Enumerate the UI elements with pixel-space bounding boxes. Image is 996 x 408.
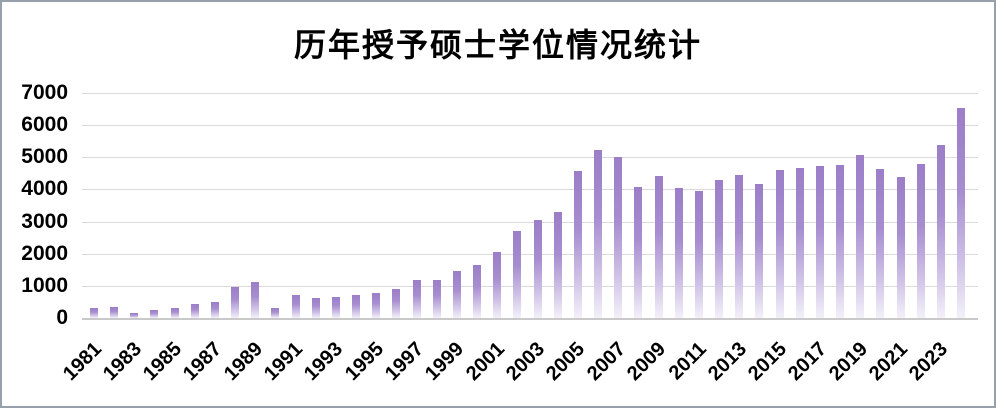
bar [795,168,804,318]
bar [452,271,461,318]
gridline [82,253,978,255]
bar [573,171,582,318]
bar [271,307,280,318]
x-tick-label: 1993 [300,338,348,386]
bar [553,212,562,318]
bar [775,170,784,318]
bar [412,280,421,318]
bar [311,298,320,318]
bar [694,191,703,318]
x-tick-label: 2011 [664,338,711,385]
x-tick-label: 2023 [905,338,953,386]
bar [634,186,643,318]
bar [291,294,300,318]
chart-title: 历年授予硕士学位情况统计 [293,27,702,63]
bar [231,286,240,318]
x-tick-label: 1999 [421,338,469,386]
bar [473,265,482,318]
bar [210,301,219,318]
bar [715,179,724,318]
bar [110,307,119,318]
y-tick-label: 0 [56,306,68,329]
bar [896,177,905,318]
bar [432,280,441,318]
bar [331,297,340,318]
y-axis: 0 1000 2000 3000 4000 5000 6000 7000 [2,2,82,406]
x-tick-label: 2015 [744,338,792,386]
gridline [82,157,978,159]
x-axis: 1981 1983 1985 1987 1989 1991 1993 1995 1997 1999… [2,318,994,406]
gridline [82,93,978,94]
x-tick-label: 2003 [502,338,550,386]
bar [674,187,683,318]
y-tick-label: 5000 [21,145,68,169]
x-tick-label: 1987 [179,338,227,386]
x-tick-label: 2019 [824,338,872,386]
bar [150,309,159,318]
bar [190,303,199,318]
y-tick-label: 7000 [21,81,68,104]
bar [372,292,381,318]
gridline [82,221,978,223]
bar [815,165,824,318]
x-tick-label: 2007 [582,338,630,386]
bar [533,219,542,318]
bar [493,252,502,318]
bar [513,231,522,318]
x-tick-label: 2001 [461,338,509,386]
x-tick-label: 1985 [139,338,187,386]
bar [594,149,603,318]
y-tick-label: 6000 [21,113,68,137]
bar [614,157,623,318]
x-tick-label: 2021 [865,338,913,386]
y-tick-label: 4000 [21,177,68,201]
bar [90,308,98,318]
y-tick-label: 1000 [21,273,68,297]
bar [836,164,845,318]
bar [936,144,945,318]
x-tick-label: 1989 [219,338,267,386]
bar [130,312,139,318]
bar [352,294,361,318]
plot-area [82,93,978,320]
x-tick-label: 1995 [340,338,388,386]
bar [392,289,401,318]
x-tick-label: 2017 [784,338,832,386]
x-tick-label: 2013 [703,338,751,386]
bar [735,175,744,318]
gridline [82,189,978,191]
gridline [82,125,978,127]
x-tick-label: 1991 [260,338,308,386]
bar [876,168,885,318]
x-tick-label: 1981 [58,338,106,386]
y-tick-label: 2000 [21,241,68,265]
gridline [82,285,978,287]
x-tick-label: 1983 [98,338,146,386]
x-tick-label: 2009 [623,338,671,386]
bar [755,183,764,318]
x-tick-label: 2005 [542,338,590,386]
bar [654,175,663,318]
bar [856,155,865,318]
x-tick-label: 1997 [381,338,429,386]
bar [251,281,260,318]
y-tick-label: 3000 [21,209,68,233]
bar [916,163,925,318]
bar [170,308,179,318]
bar [957,108,965,318]
